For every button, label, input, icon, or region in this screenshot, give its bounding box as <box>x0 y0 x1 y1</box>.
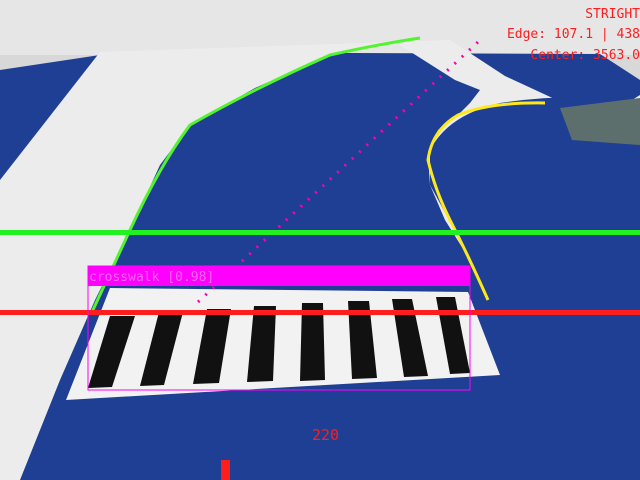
stripe-7 <box>392 299 428 377</box>
detection-label-bg <box>88 266 470 286</box>
stripe-3 <box>193 309 231 384</box>
stripe-1 <box>88 316 135 388</box>
hud-edge-text: Edge: 107.1 | 438 <box>506 27 640 42</box>
green-horizon-line <box>0 230 640 235</box>
blue-island <box>430 97 640 480</box>
detection-label: crosswalk [0.98] <box>89 270 215 285</box>
stripe-6 <box>348 301 377 379</box>
steering-marker <box>221 460 230 480</box>
track-patch <box>560 98 640 145</box>
stripe-4 <box>247 306 276 382</box>
red-reference-line <box>0 310 640 315</box>
stripe-8 <box>436 297 470 374</box>
hud-center-text: Center: 3563.0 <box>530 48 640 63</box>
crosswalk-detection-box <box>87 265 471 391</box>
steering-value: 220 <box>312 426 340 444</box>
left-edge-curve <box>90 36 421 313</box>
crosswalk-stripes <box>88 297 470 388</box>
stripe-5 <box>300 303 325 381</box>
right-edge-curve <box>426 101 546 301</box>
trajectory-dots <box>196 40 480 304</box>
hud-status-text: STRIGHT <box>585 7 640 22</box>
stripe-2 <box>140 312 183 386</box>
